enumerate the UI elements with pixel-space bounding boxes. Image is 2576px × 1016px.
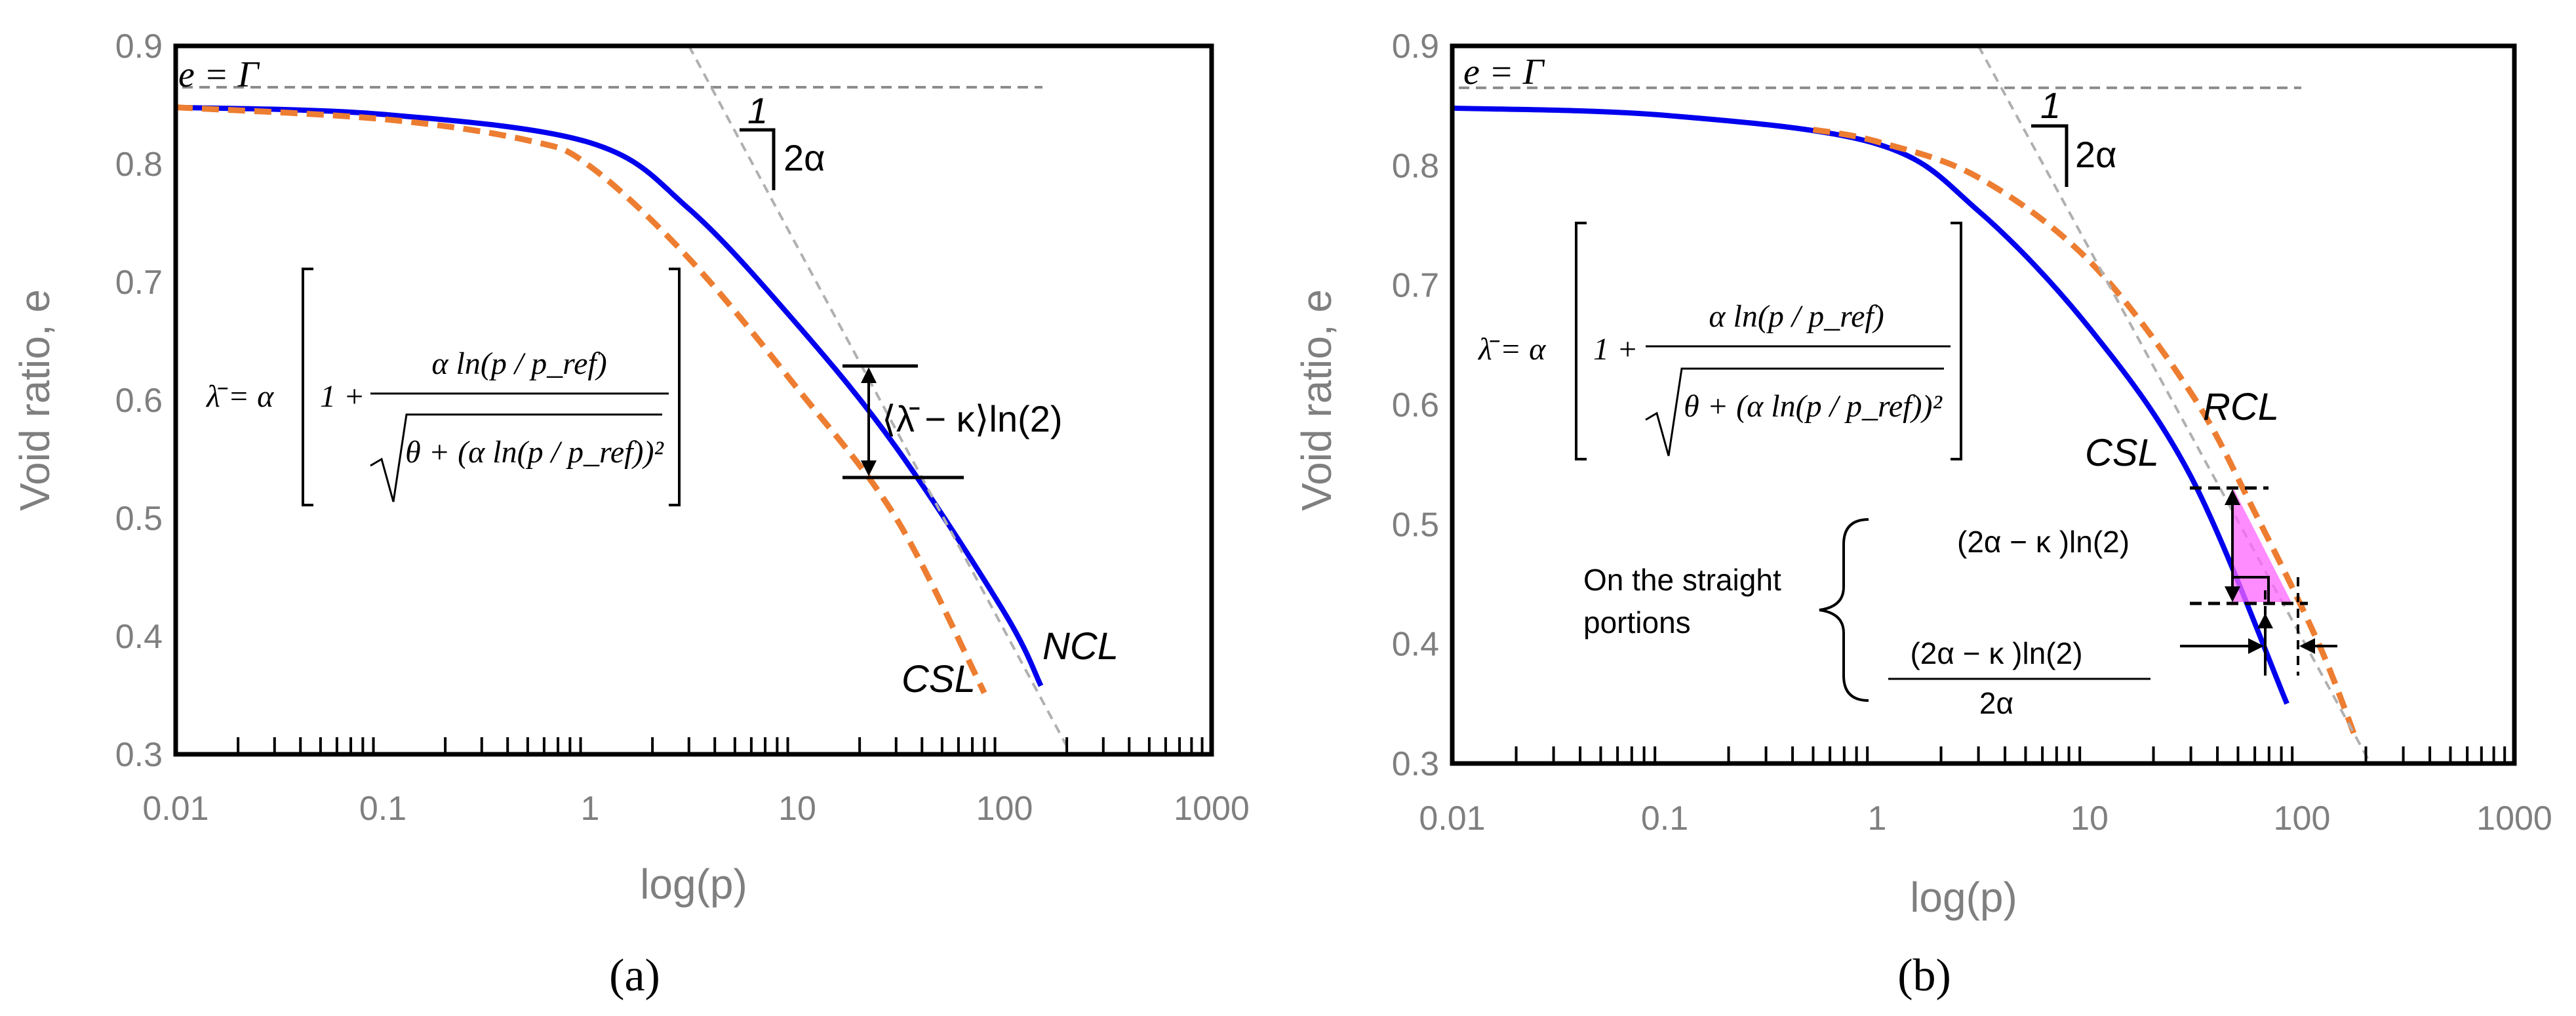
- gap-arrowhead-up-a: [861, 367, 877, 383]
- series-line-rcl-b: [1812, 127, 2359, 741]
- curve-label-ncl-a: NCL: [1042, 625, 1119, 668]
- curve-label-rcl-b: RCL: [2203, 386, 2279, 428]
- x-tick-label: 0.01: [1419, 800, 1485, 838]
- y-tick-label: 0.5: [115, 500, 163, 538]
- gap-annotation-a: ⟨λ̄ − κ⟩ln(2): [842, 364, 1063, 479]
- series-line-csl-b: [1452, 105, 2289, 705]
- brace-text-line1-b: On the straight: [1583, 563, 1781, 597]
- plot-frame-a: [173, 43, 1214, 757]
- y-tick-label: 0.6: [1392, 386, 1439, 424]
- formula-right-bracket-a: [669, 268, 681, 506]
- x-tick-label: 1: [1868, 800, 1887, 838]
- curly-brace-b: [1819, 518, 1869, 702]
- formula-lhs-b: λ̄ = α: [1477, 332, 1546, 367]
- y-tick-label: 0.7: [1392, 267, 1439, 305]
- shift-arrowhead-up-b: [2257, 613, 2273, 628]
- curve-label-csl-a: CSL: [902, 658, 976, 701]
- formula-one-plus-b: 1 +: [1593, 332, 1638, 367]
- gamma-label-b: e = Γ: [1463, 52, 1545, 92]
- y-axis-label-a: Void ratio, e: [11, 289, 58, 511]
- x-tick-labels-a: 0.01 0.1 1 10 100 1000: [142, 790, 1249, 828]
- y-tick-label: 0.3: [1392, 745, 1439, 783]
- x-tick-label: 10: [2071, 800, 2109, 838]
- series-line-asymptote-a: [688, 45, 1073, 755]
- slope-rise-a: 2α: [783, 137, 825, 178]
- series-line-ncl-a: [175, 104, 1044, 687]
- y-tick-labels-b: 0.3 0.4 0.5 0.6 0.7 0.8 0.9: [1392, 28, 1439, 783]
- slope-rise-b: 2α: [2075, 134, 2117, 175]
- curve-label-csl-b: CSL: [2085, 432, 2159, 474]
- x-minor-ticks-b: [1515, 746, 2507, 763]
- shift-denominator-b: 2α: [1979, 686, 2013, 720]
- formula-right-bracket-b: [1951, 222, 1962, 460]
- y-tick-label: 0.9: [115, 28, 163, 66]
- formula-num-b: α ln(p / p_ref): [1709, 299, 1884, 334]
- lambda-formula-b: λ̄ = α 1 + α ln(p / p_ref) θ + (α ln(p /…: [1477, 222, 1962, 460]
- series-a: [175, 45, 1073, 755]
- x-tick-label: 0.01: [142, 790, 208, 828]
- panel-label-a: (a): [609, 950, 660, 1001]
- y-tick-labels-a: 0.3 0.4 0.5 0.6 0.7 0.8 0.9: [115, 28, 163, 774]
- formula-den-b: θ + (α ln(p / p_ref))²: [1684, 389, 1943, 424]
- shaded-triangle-b: [2232, 487, 2291, 602]
- x-tick-labels-b: 0.01 0.1 1 10 100 1000: [1419, 800, 2552, 838]
- panel-b: 0.30.40.50.60.70.80.9 0.01 0.1 1 10 100 1000 …: [1293, 28, 2552, 1001]
- x-tick-label: 100: [976, 790, 1033, 828]
- x-minor-ticks-a: [237, 737, 1204, 754]
- formula-den-a: θ + (α ln(p / p_ref))²: [405, 435, 664, 470]
- brace-text-line2-b: portions: [1583, 605, 1691, 640]
- y-tick-label: 0.8: [115, 146, 163, 184]
- gap-label-a: ⟨λ̄ − κ⟩ln(2): [882, 398, 1063, 439]
- x-tick-label: 0.1: [359, 790, 406, 828]
- x-tick-label: 1: [581, 790, 600, 828]
- gap-arrowhead-up-b: [2225, 489, 2240, 505]
- y-tick-label: 0.3: [115, 736, 163, 774]
- formula-lhs-a: λ̄ = α: [205, 379, 274, 414]
- step-marker-b: [2232, 576, 2270, 603]
- x-tick-label: 10: [778, 790, 816, 828]
- formula-sqrt-a: [370, 413, 662, 502]
- gap-annotation-b: (2α − κ )ln(2) (2α − κ )ln(2) 2α: [1888, 486, 2337, 720]
- y-tick-label: 0.4: [115, 618, 163, 656]
- formula-one-plus-a: 1 +: [320, 379, 365, 414]
- slope-triangle-b: [2031, 124, 2069, 187]
- gap-arrowhead-down-a: [861, 460, 877, 476]
- x-axis-label-b: log(p): [1910, 874, 2017, 921]
- x-tick-label: 1000: [2476, 800, 2552, 838]
- panel-label-b: (b): [1897, 950, 1951, 1001]
- y-tick-label: 0.8: [1392, 147, 1439, 185]
- shift-arrowhead-right-b: [2299, 638, 2315, 654]
- formula-num-a: α ln(p / p_ref): [431, 346, 606, 381]
- gap-label-b: (2α − κ )ln(2): [1957, 525, 2130, 559]
- shift-numerator-b: (2α − κ )ln(2): [1910, 636, 2082, 670]
- shift-arrowhead-left-b: [2248, 638, 2264, 654]
- formula-sqrt-b: [1645, 367, 1944, 457]
- gap-arrowhead-down-b: [2225, 586, 2240, 602]
- x-tick-label: 0.1: [1641, 800, 1688, 838]
- y-tick-label: 0.6: [115, 382, 163, 420]
- straight-portions-note-b: On the straight portions: [1583, 518, 1869, 702]
- formula-left-bracket-a: [302, 268, 313, 506]
- y-axis-label-b: Void ratio, e: [1293, 289, 1340, 511]
- slope-triangle-a: [740, 128, 776, 190]
- formula-left-bracket-b: [1575, 222, 1587, 460]
- y-tick-label: 0.7: [115, 264, 163, 302]
- x-axis-label-a: log(p): [640, 861, 747, 908]
- x-tick-label: 100: [2274, 800, 2331, 838]
- y-tick-label: 0.9: [1392, 28, 1439, 66]
- y-tick-label: 0.5: [1392, 506, 1439, 544]
- panel-a: 0.30.40.50.60.70.80.9 0.01 0.1 1 10 100 1000 …: [11, 28, 1250, 1001]
- y-tick-label: 0.4: [1392, 626, 1439, 664]
- x-tick-label: 1000: [1174, 790, 1250, 828]
- slope-run-b: 1: [2040, 85, 2061, 126]
- plot-frame-b: [1450, 43, 2517, 766]
- gamma-label-a: e = Γ: [178, 54, 260, 95]
- lambda-formula-a: λ̄ = α 1 + α ln(p / p_ref) θ + (α ln(p /…: [205, 268, 681, 506]
- slope-run-a: 1: [747, 90, 768, 131]
